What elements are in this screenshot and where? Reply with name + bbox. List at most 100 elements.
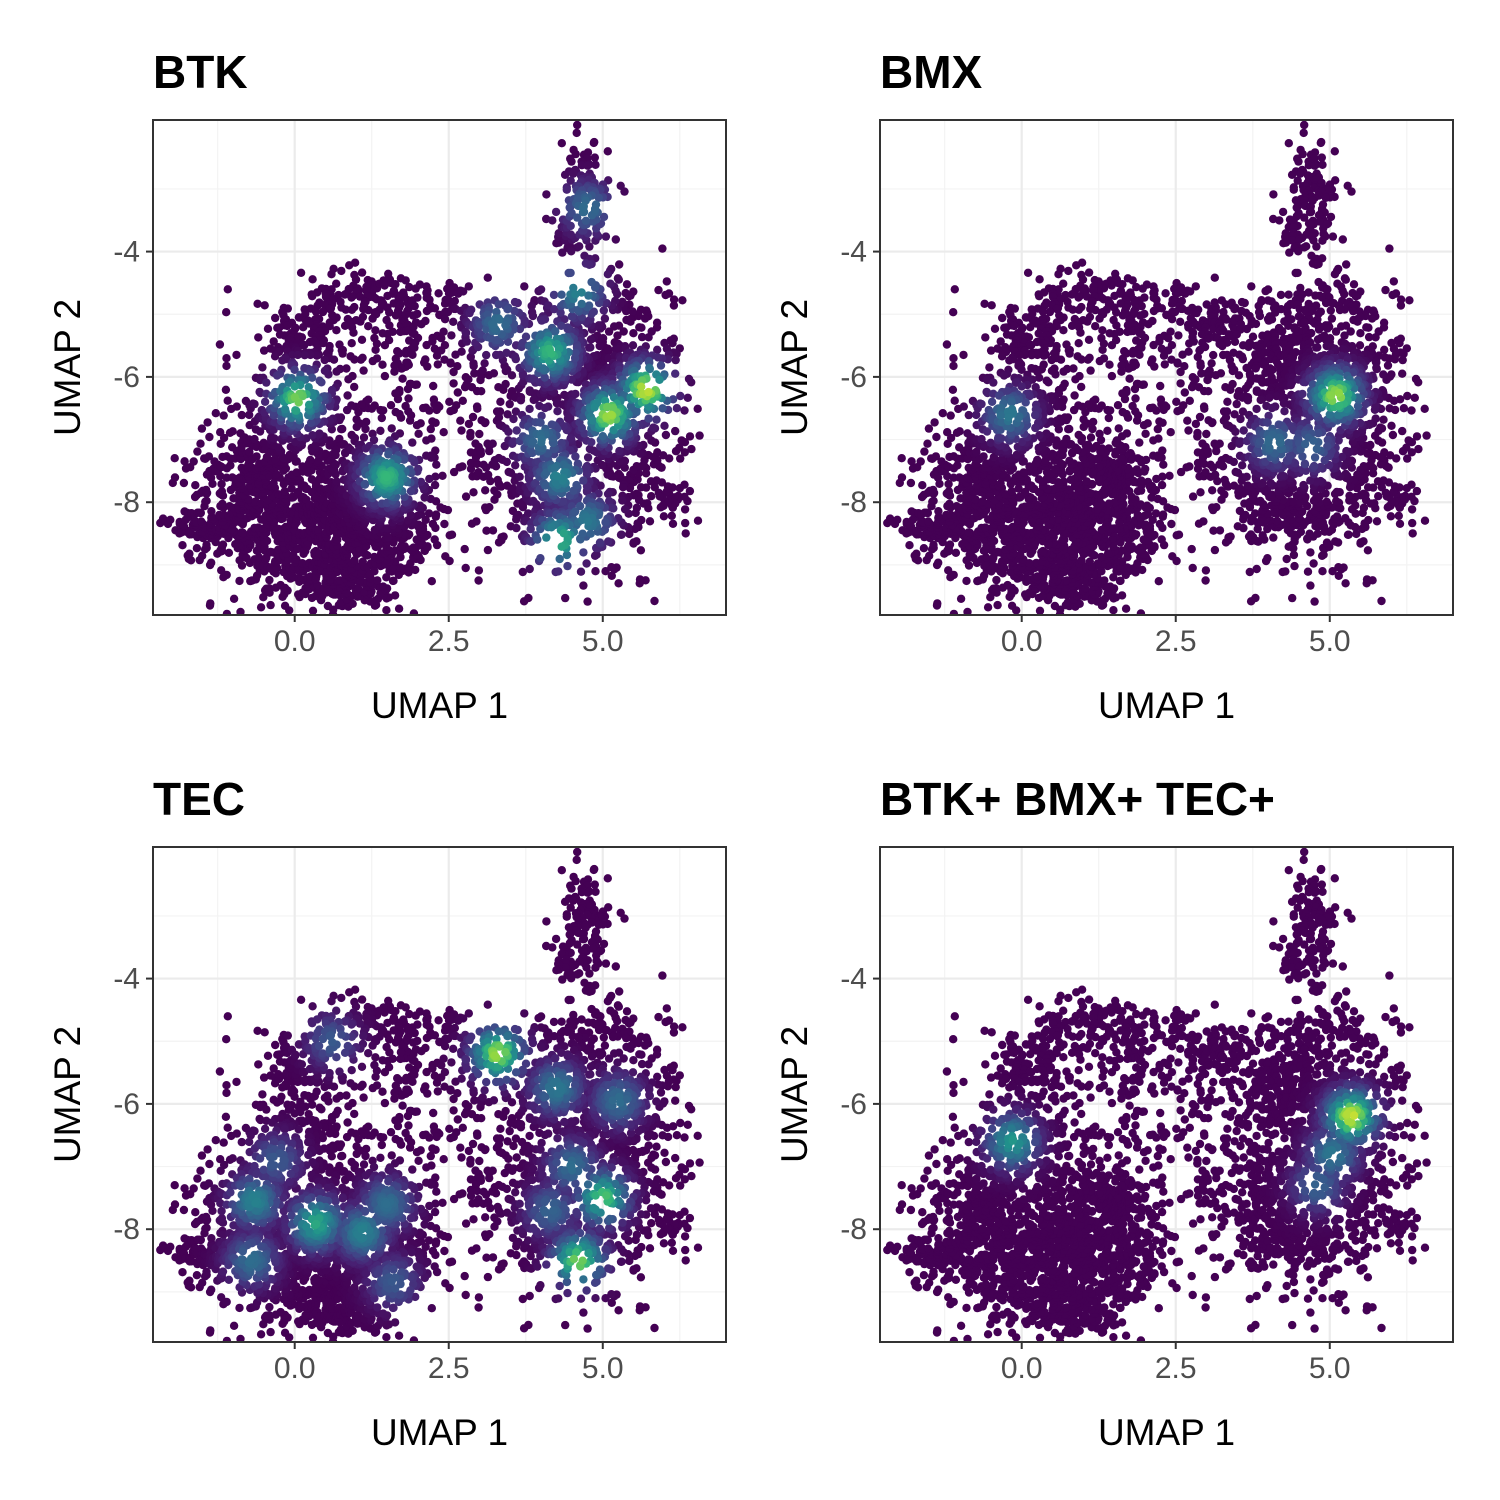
data-point xyxy=(449,317,458,326)
data-point xyxy=(291,406,300,415)
data-point xyxy=(1377,596,1386,606)
data-point xyxy=(635,575,645,584)
data-point xyxy=(630,524,640,534)
data-point xyxy=(298,462,307,471)
data-point xyxy=(512,515,521,524)
data-point xyxy=(669,295,679,304)
data-point xyxy=(430,480,440,490)
data-point xyxy=(591,160,600,169)
data-point xyxy=(695,431,704,440)
data-point xyxy=(634,495,644,505)
data-point xyxy=(540,490,550,499)
data-point xyxy=(357,335,367,344)
data-point xyxy=(537,316,546,325)
data-point xyxy=(406,454,416,463)
data-point xyxy=(104,488,112,496)
data-point xyxy=(361,424,370,434)
data-point xyxy=(625,483,635,493)
data-point xyxy=(466,432,475,441)
data-point xyxy=(590,204,600,214)
data-point xyxy=(226,461,235,470)
data-point xyxy=(912,549,921,558)
data-point xyxy=(485,503,494,512)
data-point xyxy=(628,341,638,350)
data-point xyxy=(562,185,571,194)
data-point xyxy=(450,296,459,306)
data-point xyxy=(668,339,677,348)
data-point xyxy=(260,397,270,406)
data-point xyxy=(276,386,285,396)
data-point xyxy=(342,405,352,415)
data-point xyxy=(563,561,572,571)
data-point xyxy=(259,346,269,355)
data-point xyxy=(678,296,687,305)
data-point xyxy=(222,354,231,363)
data-point xyxy=(469,488,478,497)
data-point xyxy=(300,351,309,360)
data-point xyxy=(179,478,189,488)
data-point xyxy=(583,453,593,462)
data-point xyxy=(217,487,227,496)
data-point xyxy=(447,331,456,340)
data-point xyxy=(219,411,228,420)
data-point xyxy=(359,433,369,442)
data-point xyxy=(1064,266,1073,276)
data-point xyxy=(464,282,473,291)
data-point xyxy=(586,529,595,538)
data-point xyxy=(528,437,538,446)
data-point xyxy=(318,307,328,317)
data-point xyxy=(626,402,636,411)
data-point xyxy=(419,403,428,413)
data-point xyxy=(486,476,495,486)
data-point xyxy=(396,300,405,309)
data-point xyxy=(1003,580,1012,590)
data-point xyxy=(963,607,972,615)
data-point xyxy=(196,439,205,448)
data-point xyxy=(262,378,271,387)
data-point xyxy=(1109,606,1118,615)
data-point xyxy=(207,507,216,516)
data-point xyxy=(668,519,678,528)
data-point xyxy=(520,282,529,291)
data-point xyxy=(409,609,419,615)
data-point xyxy=(178,541,187,550)
data-point xyxy=(477,387,486,396)
data-point xyxy=(603,270,613,279)
data-point xyxy=(1186,287,1195,296)
data-point xyxy=(412,535,421,544)
data-point xyxy=(308,292,317,301)
data-point xyxy=(1176,317,1185,326)
data-point xyxy=(556,308,565,317)
data-point xyxy=(1281,238,1291,247)
data-point xyxy=(607,503,616,512)
data-point xyxy=(661,290,670,300)
data-point xyxy=(575,501,585,511)
data-point xyxy=(484,470,493,479)
data-point xyxy=(653,345,662,354)
data-point xyxy=(599,212,609,222)
data-point xyxy=(447,288,456,297)
data-point xyxy=(589,138,598,148)
data-point xyxy=(473,404,482,413)
data-point xyxy=(629,329,638,338)
data-point xyxy=(280,601,290,610)
data-point xyxy=(669,301,679,310)
data-point xyxy=(289,692,297,700)
data-point xyxy=(586,335,596,344)
data-point xyxy=(482,526,491,535)
data-point xyxy=(566,413,575,422)
data-point xyxy=(961,708,969,716)
data-point xyxy=(604,327,614,336)
data-point xyxy=(1016,692,1024,700)
data-point xyxy=(589,307,598,316)
data-point xyxy=(572,480,581,490)
data-point xyxy=(449,379,458,388)
data-point xyxy=(356,616,364,624)
data-point xyxy=(662,277,671,286)
data-point xyxy=(193,447,202,456)
data-point xyxy=(192,544,202,553)
data-point xyxy=(569,169,578,178)
data-point xyxy=(637,323,646,332)
data-point xyxy=(528,311,538,321)
data-point xyxy=(1316,138,1326,148)
